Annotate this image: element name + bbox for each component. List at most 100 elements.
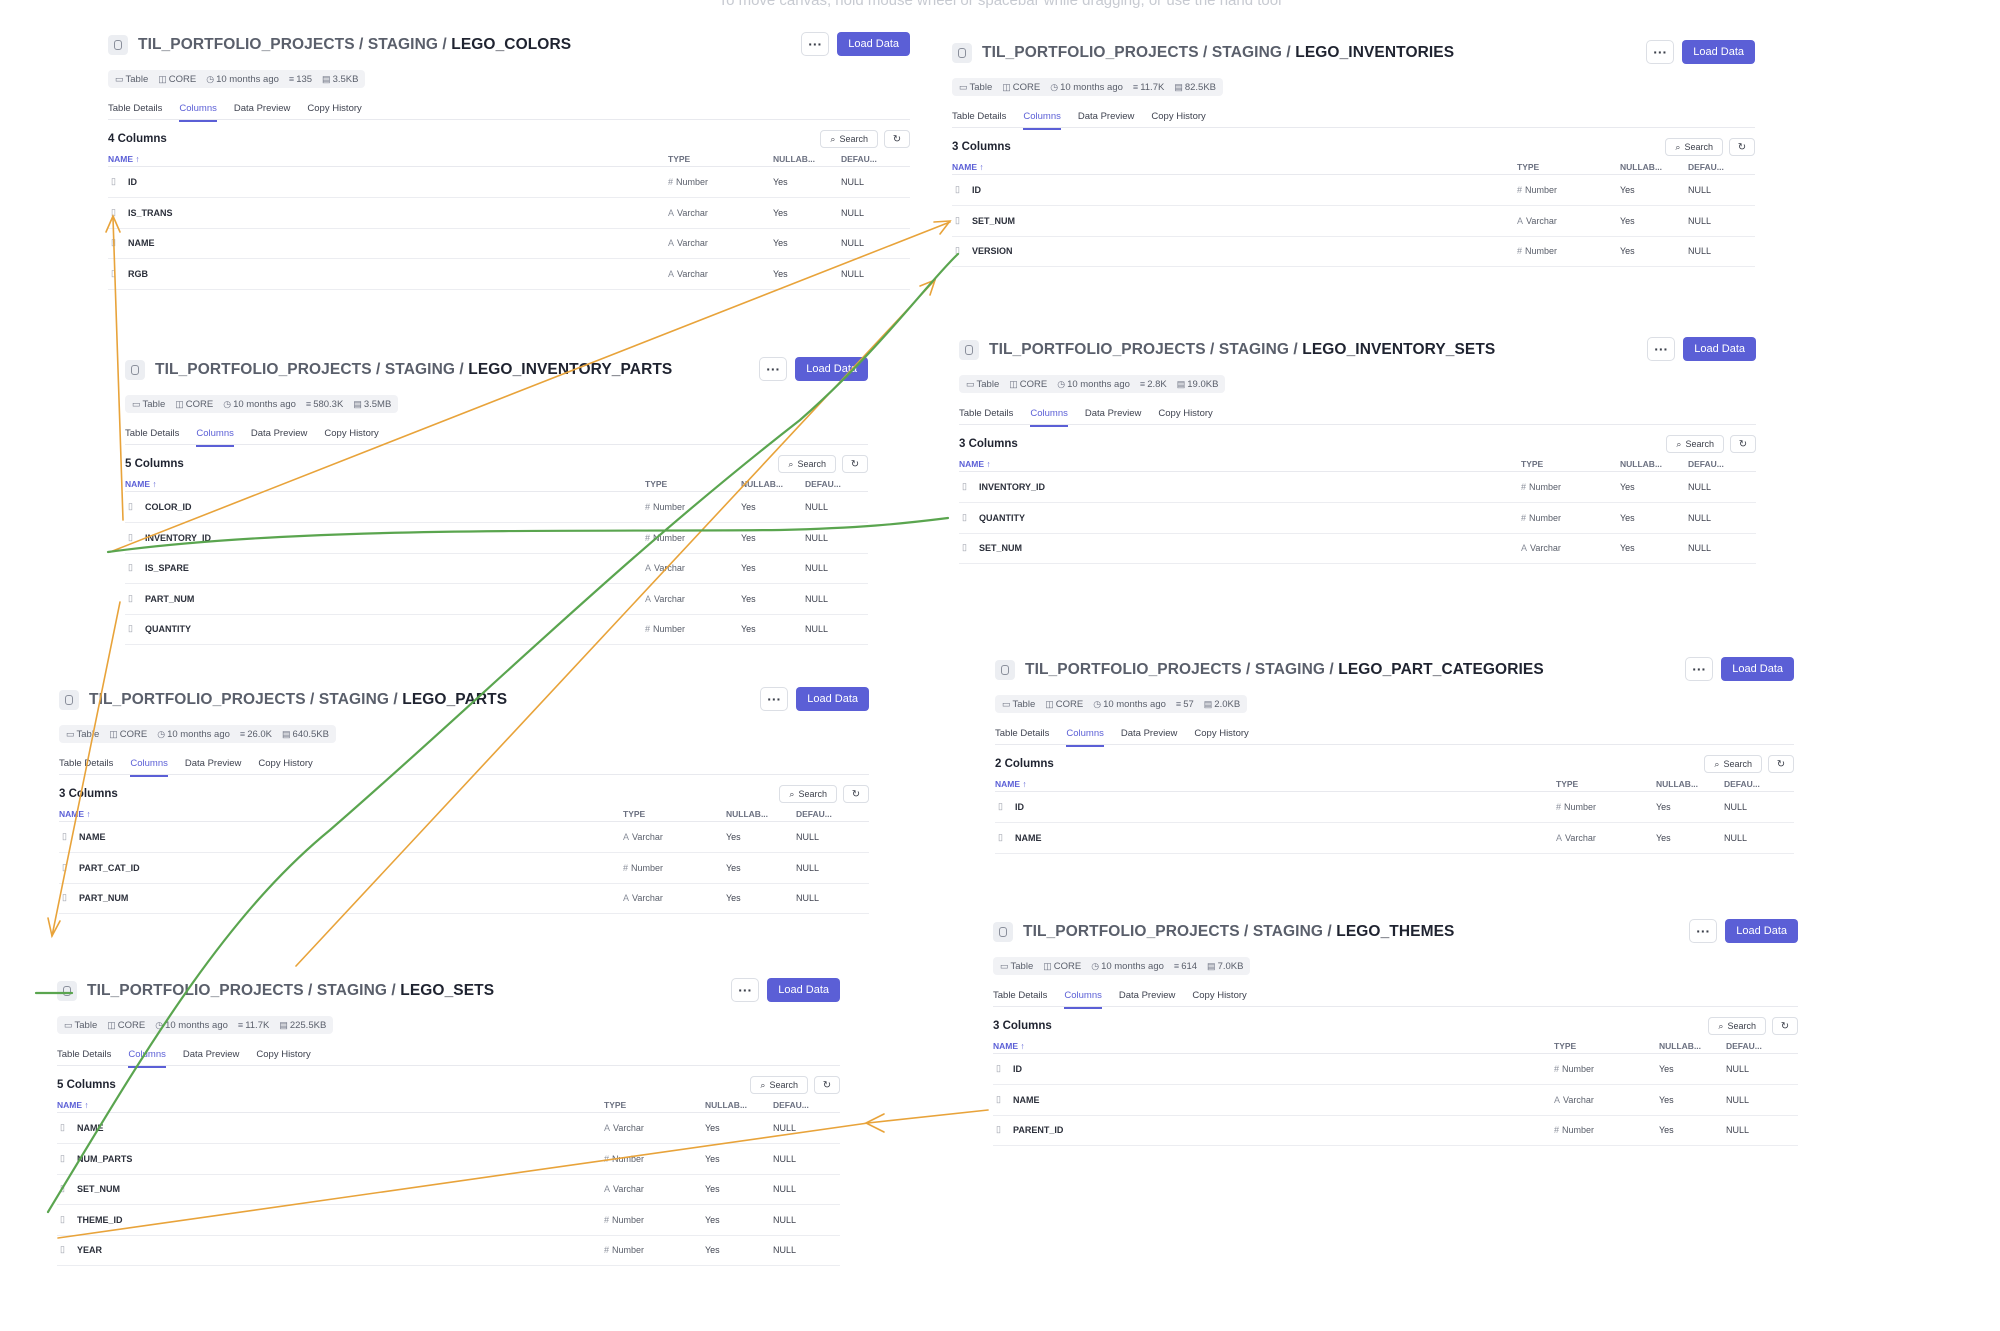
tab-columns[interactable]: Columns (196, 428, 234, 447)
header-nullable[interactable]: NULLAB... (1659, 1041, 1702, 1051)
table-row[interactable]: ▯ PARENT_ID # Number Yes NULL (993, 1115, 1798, 1146)
search-button[interactable]: ⌕ Search (1708, 1017, 1766, 1035)
header-nullable[interactable]: NULLAB... (1656, 779, 1699, 789)
load-data-button[interactable]: Load Data (767, 978, 840, 1002)
header-nullable[interactable]: NULLAB... (1620, 459, 1663, 469)
tab-data-preview[interactable]: Data Preview (184, 758, 242, 769)
table-row[interactable]: ▯ NAME A Varchar Yes NULL (993, 1085, 1798, 1116)
load-data-button[interactable]: Load Data (795, 357, 868, 381)
header-name[interactable]: NAME ↑ (993, 1041, 1025, 1051)
table-row[interactable]: ▯ QUANTITY # Number Yes NULL (959, 503, 1756, 534)
header-name[interactable]: NAME ↑ (108, 154, 140, 164)
header-default[interactable]: DEFAU... (841, 154, 877, 164)
tab-data-preview[interactable]: Data Preview (233, 103, 291, 114)
table-row[interactable]: ▯ ID # Number Yes NULL (993, 1054, 1798, 1085)
tab-table-details[interactable]: Table Details (57, 1049, 112, 1060)
table-row[interactable]: ▯ PART_CAT_ID # Number Yes NULL (59, 853, 869, 884)
header-default[interactable]: DEFAU... (796, 809, 832, 819)
header-default[interactable]: DEFAU... (1688, 162, 1724, 172)
header-name[interactable]: NAME ↑ (952, 162, 984, 172)
table-row[interactable]: ▯ NUM_PARTS # Number Yes NULL (57, 1144, 840, 1175)
refresh-button[interactable]: ↻ (1772, 1017, 1798, 1035)
tab-data-preview[interactable]: Data Preview (1118, 990, 1176, 1001)
search-button[interactable]: ⌕ Search (750, 1076, 808, 1094)
table-row[interactable]: ▯ ID # Number Yes NULL (995, 792, 1794, 823)
table-row[interactable]: ▯ VERSION # Number Yes NULL (952, 236, 1755, 267)
load-data-button[interactable]: Load Data (796, 687, 869, 711)
search-button[interactable]: ⌕ Search (1704, 755, 1762, 773)
header-type[interactable]: TYPE (1554, 1041, 1577, 1051)
table-row[interactable]: ▯ PART_NUM A Varchar Yes NULL (125, 584, 868, 615)
table-row[interactable]: ▯ ID # Number Yes NULL (108, 167, 910, 198)
tab-copy-history[interactable]: Copy History (1158, 408, 1213, 419)
header-name[interactable]: NAME ↑ (959, 459, 991, 469)
header-type[interactable]: TYPE (1556, 779, 1579, 789)
tab-columns[interactable]: Columns (1023, 111, 1061, 130)
refresh-button[interactable]: ↻ (884, 130, 910, 148)
tab-data-preview[interactable]: Data Preview (1084, 408, 1142, 419)
table-row[interactable]: ▯ ID # Number Yes NULL (952, 175, 1755, 206)
tab-copy-history[interactable]: Copy History (258, 758, 313, 769)
load-data-button[interactable]: Load Data (837, 32, 910, 56)
more-options-button[interactable]: ··· (1647, 337, 1676, 361)
table-row[interactable]: ▯ NAME A Varchar Yes NULL (59, 822, 869, 853)
table-row[interactable]: ▯ RGB A Varchar Yes NULL (108, 259, 910, 290)
header-default[interactable]: DEFAU... (1724, 779, 1760, 789)
tab-copy-history[interactable]: Copy History (307, 103, 362, 114)
tab-columns[interactable]: Columns (179, 103, 217, 122)
table-row[interactable]: ▯ QUANTITY # Number Yes NULL (125, 614, 868, 645)
tab-table-details[interactable]: Table Details (952, 111, 1007, 122)
more-options-button[interactable]: ··· (1646, 40, 1675, 64)
table-row[interactable]: ▯ COLOR_ID # Number Yes NULL (125, 492, 868, 523)
header-type[interactable]: TYPE (645, 479, 668, 489)
tab-columns[interactable]: Columns (1064, 990, 1102, 1009)
header-type[interactable]: TYPE (604, 1100, 627, 1110)
refresh-button[interactable]: ↻ (843, 785, 869, 803)
table-row[interactable]: ▯ YEAR # Number Yes NULL (57, 1235, 840, 1266)
table-row[interactable]: ▯ INVENTORY_ID # Number Yes NULL (125, 523, 868, 554)
more-options-button[interactable]: ··· (759, 357, 788, 381)
header-name[interactable]: NAME ↑ (57, 1100, 89, 1110)
table-row[interactable]: ▯ THEME_ID # Number Yes NULL (57, 1205, 840, 1236)
tab-copy-history[interactable]: Copy History (256, 1049, 311, 1060)
header-default[interactable]: DEFAU... (1688, 459, 1724, 469)
table-row[interactable]: ▯ INVENTORY_ID # Number Yes NULL (959, 472, 1756, 503)
tab-columns[interactable]: Columns (128, 1049, 166, 1068)
tab-copy-history[interactable]: Copy History (1194, 728, 1249, 739)
tab-table-details[interactable]: Table Details (59, 758, 114, 769)
more-options-button[interactable]: ··· (760, 687, 789, 711)
tab-copy-history[interactable]: Copy History (1192, 990, 1247, 1001)
tab-table-details[interactable]: Table Details (125, 428, 180, 439)
table-row[interactable]: ▯ NAME A Varchar Yes NULL (995, 823, 1794, 854)
tab-table-details[interactable]: Table Details (108, 103, 163, 114)
header-default[interactable]: DEFAU... (805, 479, 841, 489)
tab-columns[interactable]: Columns (1030, 408, 1068, 427)
header-nullable[interactable]: NULLAB... (741, 479, 784, 489)
tab-data-preview[interactable]: Data Preview (250, 428, 308, 439)
header-default[interactable]: DEFAU... (773, 1100, 809, 1110)
header-nullable[interactable]: NULLAB... (726, 809, 769, 819)
search-button[interactable]: ⌕ Search (1666, 435, 1724, 453)
header-name[interactable]: NAME ↑ (995, 779, 1027, 789)
table-row[interactable]: ▯ PART_NUM A Varchar Yes NULL (59, 883, 869, 914)
refresh-button[interactable]: ↻ (1768, 755, 1794, 773)
search-button[interactable]: ⌕ Search (1665, 138, 1723, 156)
search-button[interactable]: ⌕ Search (820, 130, 878, 148)
more-options-button[interactable]: ··· (731, 978, 760, 1002)
search-button[interactable]: ⌕ Search (778, 455, 836, 473)
header-default[interactable]: DEFAU... (1726, 1041, 1762, 1051)
header-name[interactable]: NAME ↑ (125, 479, 157, 489)
load-data-button[interactable]: Load Data (1721, 657, 1794, 681)
tab-table-details[interactable]: Table Details (995, 728, 1050, 739)
load-data-button[interactable]: Load Data (1682, 40, 1755, 64)
tab-data-preview[interactable]: Data Preview (1077, 111, 1135, 122)
header-type[interactable]: TYPE (623, 809, 646, 819)
load-data-button[interactable]: Load Data (1725, 919, 1798, 943)
tab-table-details[interactable]: Table Details (993, 990, 1048, 1001)
tab-table-details[interactable]: Table Details (959, 408, 1014, 419)
refresh-button[interactable]: ↻ (1729, 138, 1755, 156)
table-row[interactable]: ▯ SET_NUM A Varchar Yes NULL (952, 206, 1755, 237)
table-row[interactable]: ▯ IS_SPARE A Varchar Yes NULL (125, 553, 868, 584)
refresh-button[interactable]: ↻ (1730, 435, 1756, 453)
header-nullable[interactable]: NULLAB... (705, 1100, 748, 1110)
